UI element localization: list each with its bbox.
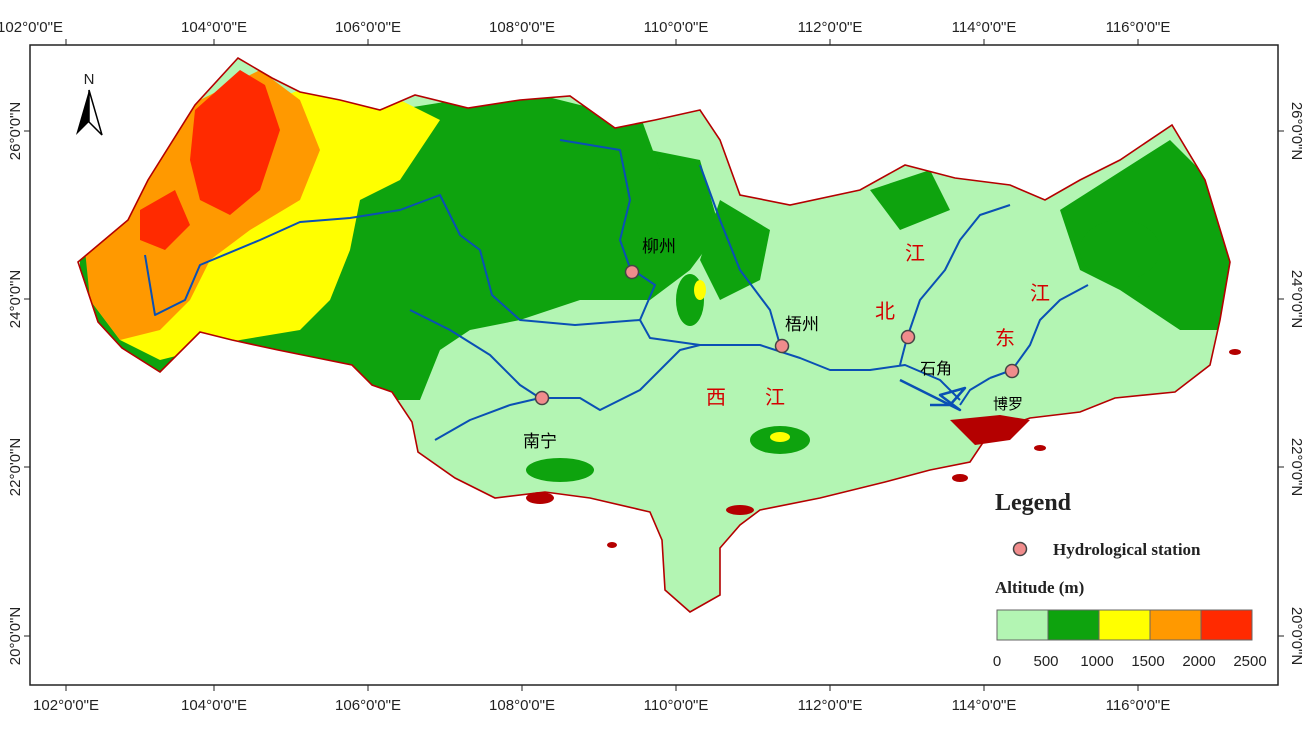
legend-class-swatch: [1098, 609, 1151, 641]
lon-label: 116°0'0"E: [1106, 19, 1171, 36]
lon-label: 112°0'0"E: [798, 19, 863, 36]
legend-class-swatch: [1047, 609, 1100, 641]
river-labels: 西 江 北 江 东 江: [706, 241, 1050, 409]
river-network: [144, 139, 1089, 441]
river-label: 东: [995, 326, 1015, 350]
legend-station-label: Hydrological station: [1053, 540, 1201, 559]
lat-label: 24°0'0"N: [1288, 270, 1305, 328]
xijiang-river: [144, 194, 961, 401]
lon-label: 102°0'0"E: [33, 697, 99, 714]
legend-class-swatch: [1149, 609, 1202, 641]
lon-label: 116°0'0"E: [1106, 697, 1171, 714]
legend-break-label: 2500: [1233, 653, 1266, 670]
legend-break-label: 2000: [1182, 653, 1215, 670]
river-label: 江: [905, 241, 925, 265]
legend-break-label: 500: [1033, 653, 1058, 670]
lat-label: 26°0'0"N: [7, 102, 24, 160]
north-label: N: [84, 71, 95, 88]
city-label: 梧州: [785, 315, 819, 335]
map-frame: [29, 44, 1279, 686]
lon-label: 104°0'0"E: [181, 19, 247, 36]
legend-break-label: 1000: [1080, 653, 1113, 670]
river-label: 北: [875, 299, 895, 323]
station-nanning[interactable]: [534, 390, 550, 406]
station-boluo[interactable]: [1004, 363, 1020, 379]
yujiang-river: [409, 309, 701, 411]
station-labels: 柳州 梧州 南宁 石角 博罗: [523, 237, 1023, 452]
river-label: 江: [765, 385, 785, 409]
lon-label: 114°0'0"E: [952, 697, 1017, 714]
lat-label: 24°0'0"N: [7, 270, 24, 328]
hydrological-stations: [534, 264, 1020, 406]
lat-label: 22°0'0"N: [7, 438, 24, 496]
liujiang-river: [559, 139, 656, 321]
legend-altitude-title: Altitude (m): [995, 578, 1084, 597]
city-label: 柳州: [642, 237, 676, 257]
legend-break-label: 0: [993, 653, 1001, 670]
coastal-islands: [526, 349, 1241, 548]
river-basin: [77, 57, 1241, 613]
north-arrow: N: [76, 71, 103, 136]
river-label: 西: [706, 385, 726, 409]
legend-station-icon: [1012, 541, 1028, 557]
legend: Legend Hydrological station Altitude (m)…: [993, 490, 1267, 670]
station-liuzhou[interactable]: [624, 264, 640, 280]
lon-label: 104°0'0"E: [181, 697, 247, 714]
lon-label: 114°0'0"E: [952, 19, 1017, 36]
longitude-labels-top: 102°0'0"E 104°0'0"E 106°0'0"E 108°0'0"E …: [0, 19, 1170, 36]
latitude-labels-right: 26°0'0"N 24°0'0"N 22°0'0"N 20°0'0"N: [1288, 102, 1305, 665]
lat-label: 22°0'0"N: [1288, 438, 1305, 496]
lat-label: 26°0'0"N: [1288, 102, 1305, 160]
legend-class-swatch: [1200, 609, 1253, 641]
lat-label: 20°0'0"N: [1288, 607, 1305, 665]
lon-label: 110°0'0"E: [644, 697, 709, 714]
latitude-labels-left: 26°0'0"N 24°0'0"N 22°0'0"N 20°0'0"N: [7, 102, 24, 665]
lon-label: 106°0'0"E: [335, 697, 401, 714]
lat-label: 20°0'0"N: [7, 607, 24, 665]
longitude-labels-bottom: 102°0'0"E 104°0'0"E 106°0'0"E 108°0'0"E …: [33, 697, 1170, 714]
altitude-color-bar: [996, 609, 1253, 641]
north-arrow-icon: [76, 90, 89, 135]
station-shijiao[interactable]: [900, 329, 916, 345]
lon-label: 106°0'0"E: [335, 19, 401, 36]
lon-label: 112°0'0"E: [798, 697, 863, 714]
lon-label: 108°0'0"E: [489, 697, 555, 714]
lon-label: 108°0'0"E: [489, 19, 555, 36]
station-wuzhou[interactable]: [774, 338, 790, 354]
guijiang-river: [699, 164, 781, 346]
city-label: 石角: [920, 359, 952, 378]
legend-class-swatch: [996, 609, 1049, 641]
legend-title: Legend: [995, 490, 1072, 516]
lon-label: 110°0'0"E: [644, 19, 709, 36]
city-label: 博罗: [993, 395, 1023, 413]
legend-break-label: 1500: [1131, 653, 1164, 670]
graticule-ticks: [24, 39, 1284, 691]
river-label: 江: [1030, 281, 1050, 305]
elev-2000-2500: [190, 70, 280, 215]
lon-label: 102°0'0"E: [0, 19, 63, 36]
altitude-breaks: 0 500 1000 1500 2000 2500: [993, 653, 1267, 670]
city-label: 南宁: [523, 432, 557, 452]
